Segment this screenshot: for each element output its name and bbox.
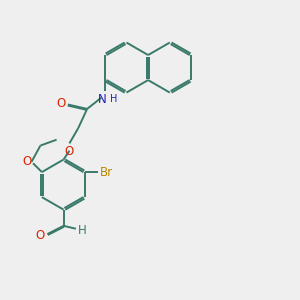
Text: O: O	[56, 97, 66, 110]
Text: H: H	[110, 94, 117, 104]
Text: O: O	[22, 155, 32, 168]
Text: H: H	[78, 224, 87, 237]
Text: Br: Br	[100, 166, 113, 178]
Text: O: O	[65, 145, 74, 158]
Text: O: O	[36, 229, 45, 242]
Text: N: N	[98, 93, 107, 106]
